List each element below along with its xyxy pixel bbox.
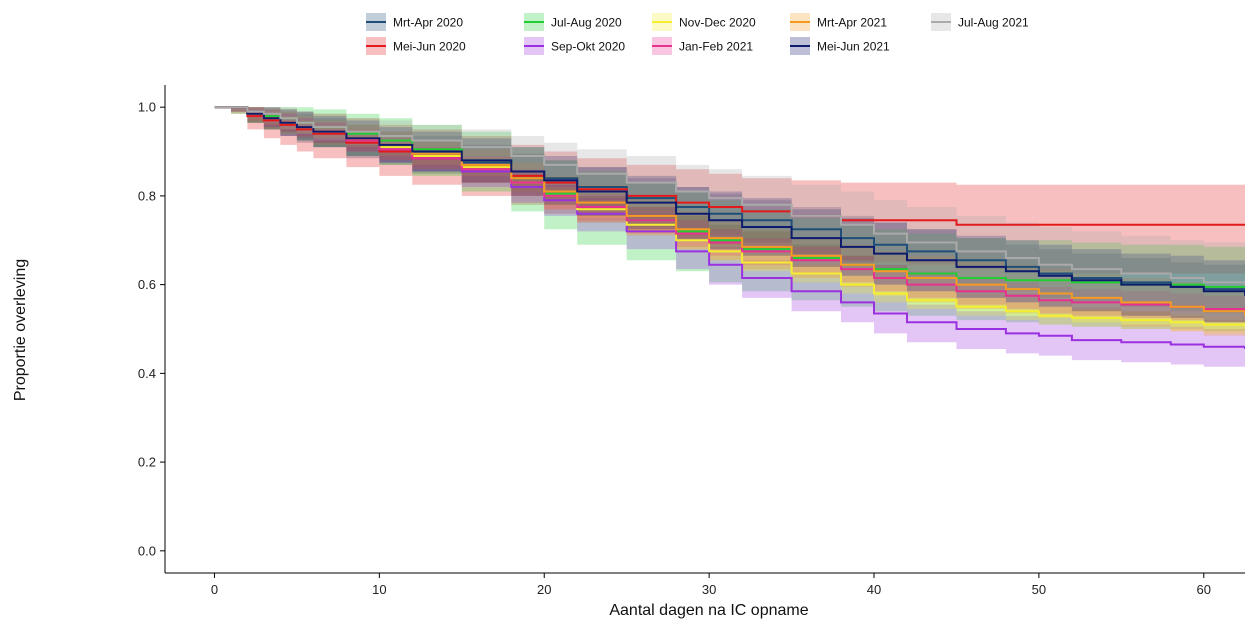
x-axis-title: Aantal dagen na IC opname [609,602,808,619]
legend-item-mei-jun-2020: Mei-Jun 2020 [366,37,466,55]
survival-curves [214,106,1245,349]
curve-jul-aug-2021 [214,106,1245,285]
legend-label: Mei-Jun 2020 [393,40,466,54]
x-tick-label: 0 [211,582,218,597]
y-tick-label: 1.0 [138,100,156,115]
legend-label: Jan-Feb 2021 [679,40,753,54]
band-mrt-apr-2020 [214,107,1245,316]
x-tick-label: 30 [702,582,716,597]
band-mei-jun-2020 [214,107,1245,274]
curve-mei-jun-2021 [214,106,1245,296]
plot-area [214,106,1245,369]
y-tick-label: 0.2 [138,455,156,470]
legend-item-jan-feb-2021: Jan-Feb 2021 [652,37,753,55]
band-jan-feb-2021 [214,107,1245,325]
y-tick-label: 0.0 [138,543,156,558]
legend-label: Mei-Jun 2021 [817,40,890,54]
y-axis-ticks: 0.0 0.2 0.4 0.6 0.8 1.0 [138,100,165,558]
legend-label: Jul-Aug 2020 [551,16,622,30]
y-axis-title: Proportie overleving [12,259,29,401]
x-axis-ticks: 0 10 20 30 40 50 60 [211,573,1211,597]
x-tick-label: 20 [537,582,551,597]
x-tick-label: 10 [372,582,386,597]
legend-label: Mrt-Apr 2020 [393,16,463,30]
legend-item-nov-dec-2020: Nov-Dec 2020 [652,13,756,31]
legend-label: Jul-Aug 2021 [958,16,1029,30]
legend-label: Nov-Dec 2020 [679,16,756,30]
x-tick-label: 40 [867,582,881,597]
legend-item-jul-aug-2021: Jul-Aug 2021 [931,13,1029,31]
legend-item-sep-okt-2020: Sep-Okt 2020 [524,37,625,55]
legend: Mrt-Apr 2020 Mei-Jun 2020 Jul-Aug 2020 Sep-… [366,13,1029,55]
y-tick-label: 0.6 [138,277,156,292]
band-jul-aug-2021 [214,107,1245,325]
x-tick-label: 50 [1032,582,1046,597]
axes: 0.0 0.2 0.4 0.6 0.8 1.0 0 10 20 30 40 50 60 [138,85,1245,597]
band-sep-okt-2020 [214,107,1245,369]
x-tick-label: 60 [1197,582,1211,597]
legend-item-mei-jun-2021: Mei-Jun 2021 [790,37,890,55]
legend-label: Mrt-Apr 2021 [817,16,887,30]
legend-item-jul-aug-2020: Jul-Aug 2020 [524,13,622,31]
y-tick-label: 0.4 [138,366,156,381]
legend-label: Sep-Okt 2020 [551,40,625,54]
y-tick-label: 0.8 [138,188,156,203]
legend-item-mrt-apr-2020: Mrt-Apr 2020 [366,13,463,31]
legend-item-mrt-apr-2021: Mrt-Apr 2021 [790,13,887,31]
